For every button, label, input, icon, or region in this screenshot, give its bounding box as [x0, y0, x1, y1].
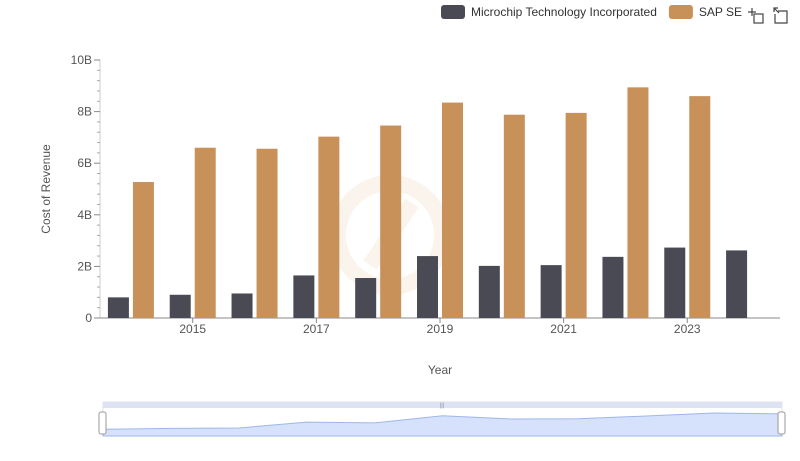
navigator-left-handle[interactable]	[98, 411, 107, 435]
bar-sap-2020[interactable]	[503, 114, 525, 318]
bar-microchip-2017[interactable]	[293, 275, 315, 318]
bar-microchip-2018[interactable]	[355, 278, 377, 318]
legend-item-label[interactable]: Microchip Technology Incorporated	[471, 5, 657, 19]
bar-sap-2014[interactable]	[132, 182, 154, 318]
restore-icon[interactable]	[773, 7, 788, 24]
bar-microchip-2020[interactable]	[478, 265, 500, 318]
x-axis: 2015 2017 2019 2021 2023	[100, 317, 780, 336]
bar-sap-2018[interactable]	[380, 125, 402, 318]
navigator-grip[interactable]: |||	[440, 403, 445, 409]
navigator-right-handle[interactable]	[777, 411, 786, 435]
bar-microchip-2016[interactable]	[231, 293, 253, 318]
bars	[107, 87, 748, 319]
legend-swatch[interactable]	[668, 5, 693, 19]
x-tick-label: 2021	[550, 322, 577, 336]
y-axis: 0 2B 4B 6B 8B 10B	[71, 53, 101, 325]
legend-swatch[interactable]	[441, 5, 465, 19]
bar-sap-2021[interactable]	[565, 112, 587, 318]
bar-microchip-2023[interactable]	[664, 247, 686, 318]
y-tick-label: 4B	[77, 208, 92, 222]
x-tick-label: 2019	[427, 322, 454, 336]
navigator-series-area	[102, 412, 783, 437]
bar-microchip-2021[interactable]	[540, 265, 562, 318]
y-tick-label: 0	[85, 311, 92, 325]
legend[interactable]: Microchip Technology Incorporated SAP SE	[441, 5, 742, 19]
navigator-scrollbar[interactable]	[103, 402, 782, 408]
y-axis-title: Cost of Revenue	[39, 144, 53, 234]
bar-microchip-2019[interactable]	[417, 256, 438, 318]
bar-microchip-2024[interactable]	[726, 250, 748, 318]
x-tick-label: 2015	[179, 322, 206, 336]
bar-sap-2023[interactable]	[689, 96, 711, 319]
range-navigator[interactable]: |||	[98, 401, 786, 437]
bar-sap-2022[interactable]	[627, 87, 649, 319]
legend-item-label[interactable]: SAP SE	[699, 5, 742, 19]
x-tick-label: 2017	[303, 322, 330, 336]
y-tick-label: 6B	[77, 156, 92, 170]
bar-microchip-2014[interactable]	[107, 297, 129, 318]
crosshair-zoom-icon[interactable]	[748, 8, 764, 24]
bar-sap-2019[interactable]	[442, 102, 463, 318]
bar-sap-2015[interactable]	[194, 147, 216, 318]
y-tick-label: 10B	[71, 53, 92, 67]
bar-microchip-2015[interactable]	[169, 294, 191, 318]
y-tick-label: 2B	[77, 259, 92, 273]
bar-microchip-2022[interactable]	[602, 256, 624, 318]
x-tick-label: 2023	[674, 322, 701, 336]
bar-sap-2016[interactable]	[256, 148, 278, 318]
y-tick-label: 8B	[77, 105, 92, 119]
x-axis-title: Year	[428, 363, 452, 377]
bar-sap-2017[interactable]	[318, 136, 340, 318]
